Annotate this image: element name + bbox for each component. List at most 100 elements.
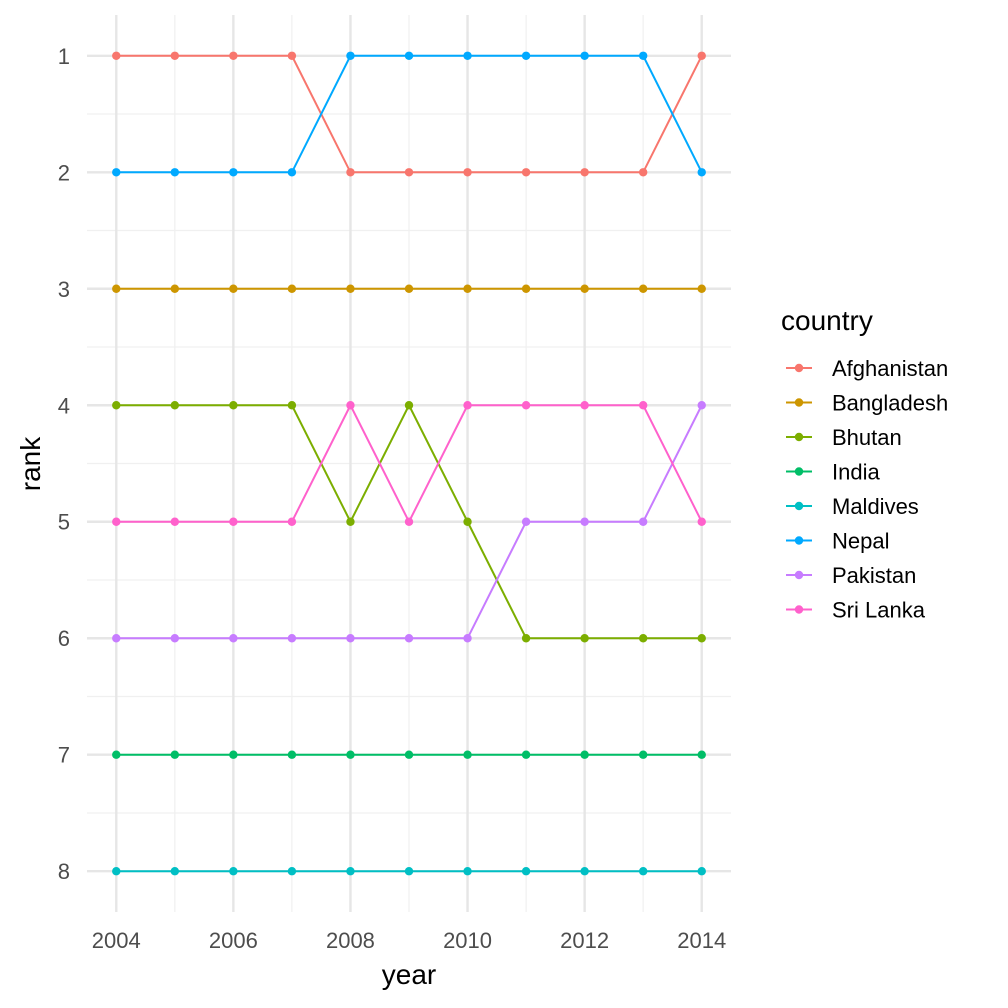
x-tick-label: 2006 [209,928,258,953]
x-tick-label: 2004 [92,928,141,953]
data-point-india [638,750,648,759]
series-nepal [112,51,706,177]
y-axis-title: rank [15,436,46,491]
data-point-pakistan [404,634,414,643]
y-tick-label: 1 [58,44,70,69]
data-point-nepal [638,51,648,60]
data-point-bhutan [346,517,355,526]
data-point-bhutan [170,401,180,410]
legend-key-point [794,501,804,511]
data-point-india [404,750,414,759]
data-point-bangladesh [229,284,238,293]
data-point-afghanistan [229,51,238,60]
series-bhutan [112,401,706,643]
data-point-bangladesh [287,284,297,293]
data-point-bhutan [580,634,589,643]
data-point-maldives [229,867,238,876]
y-tick-label: 8 [58,859,70,884]
data-point-bhutan [404,401,414,410]
legend-label: Pakistan [832,563,916,588]
legend-label: India [832,460,880,485]
data-point-bangladesh [112,284,121,293]
data-point-pakistan [229,634,238,643]
data-point-bhutan [229,401,238,410]
legend-item-pakistan: Pakistan [786,563,916,588]
data-point-bhutan [463,517,472,526]
data-point-nepal [287,168,297,177]
data-point-sri-lanka [404,517,414,526]
legend-item-india: India [786,460,880,485]
series-bangladesh [112,284,706,293]
data-point-pakistan [697,401,706,410]
data-point-sri-lanka [229,517,238,526]
data-point-nepal [580,51,589,60]
data-point-sri-lanka [112,517,121,526]
y-tick-label: 3 [58,277,70,302]
legend-item-nepal: Nepal [786,529,889,554]
data-point-maldives [170,867,180,876]
data-point-afghanistan [521,168,531,177]
data-point-india [287,750,297,759]
series-sri-lanka [112,401,706,526]
x-tick-label: 2008 [326,928,375,953]
data-point-nepal [404,51,414,60]
data-point-afghanistan [697,51,706,60]
data-point-afghanistan [580,168,589,177]
legend-key-point [794,398,804,407]
x-tick-label: 2014 [677,928,726,953]
data-point-nepal [346,51,355,60]
x-tick-label: 2012 [560,928,609,953]
data-point-bangladesh [346,284,355,293]
data-point-bangladesh [521,284,531,293]
data-point-india [112,750,121,759]
legend-label: Nepal [832,529,889,554]
data-point-india [170,750,180,759]
legend-key-point [794,432,804,442]
data-point-maldives [112,867,121,876]
data-point-india [463,750,472,759]
data-point-sri-lanka [697,517,706,526]
legend-title: country [781,305,873,336]
data-point-nepal [229,168,238,177]
data-point-sri-lanka [463,401,472,410]
legend-item-sri-lanka: Sri Lanka [786,598,926,623]
data-point-maldives [463,867,472,876]
data-point-afghanistan [112,51,121,60]
y-tick-label: 4 [58,393,70,418]
data-point-sri-lanka [287,517,297,526]
data-point-afghanistan [287,51,297,60]
data-point-maldives [346,867,355,876]
data-point-india [346,750,355,759]
x-axis-ticks: 2004 2006 2008 2010 2012 2014 [92,928,726,953]
data-point-bhutan [521,634,531,643]
series-pakistan [112,401,706,643]
legend-key-point [794,570,804,580]
y-tick-label: 5 [58,510,70,535]
legend-label: Bangladesh [832,391,948,416]
data-point-pakistan [287,634,297,643]
data-point-pakistan [346,634,355,643]
data-point-nepal [170,168,180,177]
data-point-bhutan [112,401,121,410]
data-point-bangladesh [170,284,180,293]
y-tick-label: 2 [58,160,70,185]
data-point-pakistan [112,634,121,643]
data-point-nepal [697,168,706,177]
data-point-bangladesh [404,284,414,293]
data-point-bhutan [697,634,706,643]
data-point-sri-lanka [346,401,355,410]
data-point-pakistan [580,517,589,526]
legend: country Afghanistan Bangladesh Bhutan India… [781,305,948,623]
data-point-bhutan [287,401,297,410]
data-point-india [580,750,589,759]
data-point-sri-lanka [170,517,180,526]
data-point-maldives [287,867,297,876]
data-point-nepal [463,51,472,60]
data-point-afghanistan [170,51,180,60]
series [112,51,706,876]
legend-key-point [794,536,804,545]
legend-item-afghanistan: Afghanistan [786,356,948,381]
x-tick-label: 2010 [443,928,492,953]
series-india [112,750,706,759]
